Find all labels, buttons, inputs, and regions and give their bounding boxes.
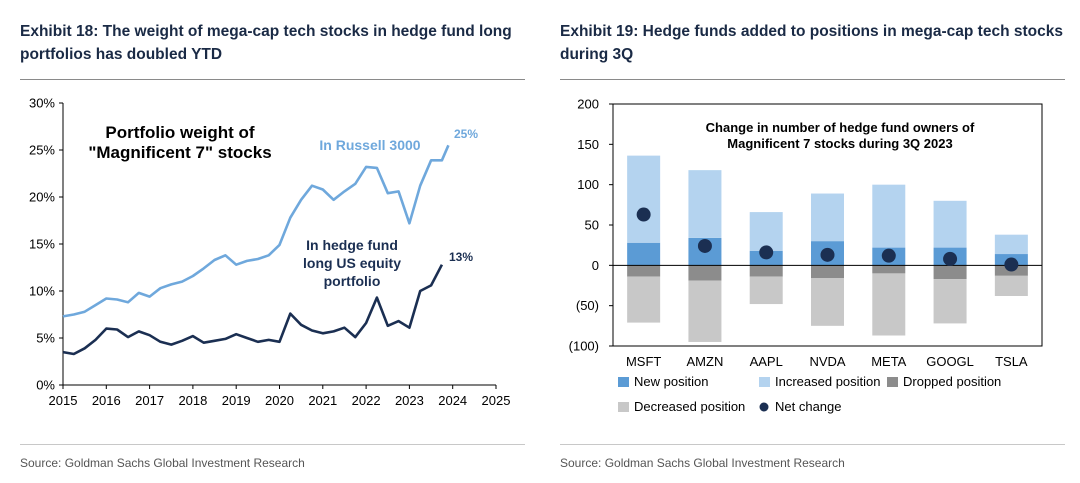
bar-decreased-position <box>994 275 1028 296</box>
bar-decreased-position <box>749 276 783 305</box>
russell-3000-line <box>62 144 450 318</box>
category-label: MSFT <box>626 354 661 369</box>
y-tick-label: 20% <box>29 190 55 205</box>
category-label: NVDA <box>809 354 845 369</box>
y-tick-label: 10% <box>29 284 55 299</box>
hedge-end-value-label: 13% <box>449 250 473 264</box>
russell-end-value-label: 25% <box>454 127 478 141</box>
y-tick-label: 200 <box>577 97 599 112</box>
y-tick-label: (100) <box>569 339 599 354</box>
right-title-line2: during 3Q <box>560 46 634 63</box>
y-tick-label: 50 <box>585 218 599 233</box>
legend-label: New position <box>634 374 708 389</box>
left-source-note: Source: Goldman Sachs Global Investment … <box>20 456 305 470</box>
y-tick-label: 0 <box>592 258 599 273</box>
x-tick-label: 2025 <box>482 393 511 408</box>
bar-dropped-position <box>688 265 722 281</box>
x-tick-label: 2022 <box>352 393 381 408</box>
left-bottom-rule <box>20 444 525 445</box>
net-change-dot <box>820 247 835 262</box>
x-tick-label: 2015 <box>49 393 78 408</box>
right-bottom-rule <box>560 444 1065 445</box>
bar-increased-position <box>811 193 844 242</box>
net-change-dot <box>1004 257 1019 272</box>
bar-increased-position <box>872 184 906 248</box>
category-label: TSLA <box>995 354 1028 369</box>
bar-increased-position <box>994 234 1028 255</box>
x-tick-label: 2021 <box>308 393 337 408</box>
bar-dropped-position <box>811 265 844 279</box>
y-tick-label: 5% <box>36 331 55 346</box>
x-tick-label: 2017 <box>135 393 164 408</box>
legend-label: Net change <box>775 399 842 414</box>
portfolio-weight-line-chart: 0% 5% 10% 15% 20% 25% 30% 2015 2016 2017 2018 2019 2… <box>29 96 511 409</box>
bar-decreased-position <box>688 280 722 342</box>
legend-swatch <box>759 377 770 387</box>
y-tick-label: 25% <box>29 143 55 158</box>
chart-heading-line: Change in number of hedge fund owners of <box>706 120 975 135</box>
legend-label: Decreased position <box>634 399 745 414</box>
net-change-dot <box>943 251 958 266</box>
right-source-note: Source: Goldman Sachs Global Investment … <box>560 456 845 470</box>
hedge-fund-label: long US equity <box>303 255 401 271</box>
right-exhibit-title: Exhibit 19: Hedge funds added to positio… <box>560 20 1063 66</box>
hedge-fund-label: portfolio <box>324 273 381 289</box>
net-change-dot <box>881 248 896 263</box>
left-top-rule <box>20 79 525 80</box>
bar-increased-position <box>749 212 783 251</box>
category-label: META <box>871 354 906 369</box>
x-tick-label: 2023 <box>395 393 424 408</box>
net-change-dot <box>697 238 712 253</box>
legend-label: Increased position <box>775 374 881 389</box>
right-title-line1: Exhibit 19: Hedge funds added to positio… <box>560 23 1063 40</box>
bar-new-position <box>627 242 661 266</box>
y-tick-label: (50) <box>576 298 599 313</box>
legend-label: Dropped position <box>903 374 1001 389</box>
legend-net-change-swatch <box>759 402 769 412</box>
category-label: AMZN <box>687 354 724 369</box>
left-title-line2: portfolios has doubled YTD <box>20 46 223 63</box>
bar-increased-position <box>627 155 661 243</box>
left-title-line1: Exhibit 18: The weight of mega-cap tech … <box>20 23 512 40</box>
bar-increased-position <box>688 170 722 238</box>
y-tick-label: 30% <box>29 96 55 111</box>
bar-increased-position <box>933 200 967 248</box>
bar-decreased-position <box>933 279 967 324</box>
x-tick-label: 2018 <box>178 393 207 408</box>
y-tick-label: 150 <box>577 137 599 152</box>
right-top-rule <box>560 79 1065 80</box>
bar-dropped-position <box>627 265 661 277</box>
bar-dropped-position <box>933 265 967 280</box>
y-tick-label: 100 <box>577 177 599 192</box>
legend-swatch <box>887 377 898 387</box>
x-tick-label: 2020 <box>265 393 294 408</box>
x-tick-label: 2019 <box>222 393 251 408</box>
y-tick-label: 0% <box>36 378 55 393</box>
hedge-fund-label: In hedge fund <box>306 237 398 253</box>
bar-decreased-position <box>872 273 906 336</box>
legend-swatch <box>618 402 629 412</box>
x-tick-label: 2024 <box>438 393 467 408</box>
y-tick-label: 15% <box>29 237 55 252</box>
bar-dropped-position <box>872 265 906 274</box>
hedge-fund-owners-bar-chart: (100) (50) 0 50 100 150 200 MSFT AMZN AAPL NVDA MET… <box>569 97 1043 414</box>
bar-decreased-position <box>811 278 844 326</box>
bar-decreased-position <box>627 276 661 323</box>
net-change-dot <box>759 245 774 260</box>
chart-heading-line: "Magnificent 7" stocks <box>88 143 271 162</box>
category-label: AAPL <box>750 354 783 369</box>
x-tick-label: 2016 <box>92 393 121 408</box>
russell-3000-label: In Russell 3000 <box>319 137 420 153</box>
category-label: GOOGL <box>926 354 974 369</box>
chart-heading-line: Magnificent 7 stocks during 3Q 2023 <box>727 136 952 151</box>
left-exhibit-title: Exhibit 18: The weight of mega-cap tech … <box>20 20 512 66</box>
bar-dropped-position <box>749 265 783 277</box>
chart-heading-line: Portfolio weight of <box>105 123 255 142</box>
hedge-fund-line <box>62 264 444 356</box>
legend-swatch <box>618 377 629 387</box>
net-change-dot <box>636 207 651 222</box>
